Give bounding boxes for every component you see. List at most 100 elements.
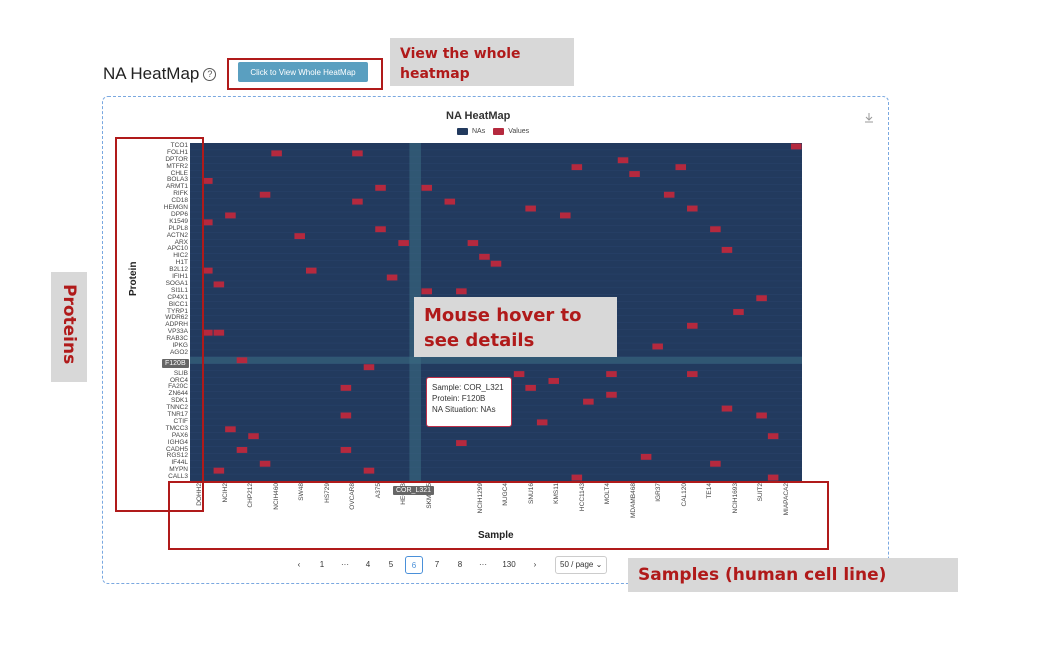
page-8[interactable]: 8 xyxy=(457,560,463,569)
heatmap-value-cell[interactable] xyxy=(571,474,583,481)
heatmap-value-cell[interactable] xyxy=(571,164,583,171)
heatmap-value-cell[interactable] xyxy=(352,198,363,205)
question-circle-icon[interactable]: ? xyxy=(203,68,217,81)
heatmap-value-cell[interactable] xyxy=(710,460,721,467)
heatmap-value-cell[interactable] xyxy=(375,226,386,233)
protein-tick-label: TYRP1 xyxy=(167,307,188,315)
hover-row-highlight xyxy=(190,356,802,364)
heatmap-value-cell[interactable] xyxy=(271,150,282,157)
protein-tick-label: FA20C xyxy=(168,383,188,391)
heatmap-value-cell[interactable] xyxy=(663,191,675,198)
download-icon[interactable] xyxy=(864,112,874,124)
chart-legend[interactable]: NAs Values xyxy=(457,128,529,135)
heatmap-value-cell[interactable] xyxy=(456,440,467,447)
page-130[interactable]: 130 xyxy=(502,560,516,569)
heatmap-value-cell[interactable] xyxy=(363,364,375,371)
heatmap-value-cell[interactable] xyxy=(202,177,213,184)
heatmap-value-cell[interactable] xyxy=(513,371,525,378)
heatmap-value-cell[interactable] xyxy=(340,412,352,419)
heatmap-value-cell[interactable] xyxy=(225,426,236,433)
protein-tick-label: CP4X1 xyxy=(167,293,188,301)
view-whole-heatmap-button[interactable]: Click to View Whole HeatMap xyxy=(238,62,368,82)
heatmap-value-cell[interactable] xyxy=(710,226,721,233)
heatmap-value-cell[interactable] xyxy=(202,267,213,274)
heatmap-value-cell[interactable] xyxy=(352,150,363,157)
heatmap-value-cell[interactable] xyxy=(606,391,617,398)
heatmap-value-cell[interactable] xyxy=(629,171,640,177)
heatmap-value-cell[interactable] xyxy=(340,447,352,453)
heatmap-value-cell[interactable] xyxy=(687,371,698,378)
heatmap-value-cell[interactable] xyxy=(305,267,317,274)
heatmap-value-cell[interactable] xyxy=(398,240,409,246)
next-page-button[interactable]: › xyxy=(533,560,537,569)
page-1[interactable]: 1 xyxy=(319,560,325,569)
heatmap-value-cell[interactable] xyxy=(202,329,213,336)
page-title: NA HeatMap? xyxy=(103,64,217,84)
heatmap-value-cell[interactable] xyxy=(375,184,386,191)
tooltip-sample: Sample: COR_L321 xyxy=(432,383,504,392)
page-ellipsis-right[interactable]: ··· xyxy=(479,560,487,569)
heatmap-value-cell[interactable] xyxy=(259,460,271,467)
heatmap-value-cell[interactable] xyxy=(790,143,802,150)
page-4[interactable]: 4 xyxy=(365,560,371,569)
heatmap-value-cell[interactable] xyxy=(294,233,305,240)
heatmap-value-cell[interactable] xyxy=(548,378,560,384)
heatmap-value-cell[interactable] xyxy=(202,219,213,226)
protein-tick-label: CALL3 xyxy=(168,473,188,481)
heatmap-value-cell[interactable] xyxy=(490,260,502,267)
heatmap-value-cell[interactable] xyxy=(456,288,467,295)
heatmap-value-cell[interactable] xyxy=(259,191,271,198)
protein-tick-label: ORC4 xyxy=(169,376,188,384)
heatmap-value-cell[interactable] xyxy=(213,281,225,288)
heatmap-value-cell[interactable] xyxy=(525,205,536,212)
heatmap-value-cell[interactable] xyxy=(583,398,594,405)
page-ellipsis-left[interactable]: ··· xyxy=(341,560,349,569)
protein-tick-label: PLPL8 xyxy=(168,224,188,232)
heatmap-value-cell[interactable] xyxy=(444,198,456,205)
protein-tick-label: ARMT1 xyxy=(165,183,188,191)
heatmap-value-cell[interactable] xyxy=(525,384,536,391)
protein-tick-label: ACTN2 xyxy=(166,231,188,239)
heatmap-value-cell[interactable] xyxy=(467,240,479,246)
heatmap-value-cell[interactable] xyxy=(675,164,687,171)
protein-tick-label: CD18 xyxy=(171,197,188,205)
prev-page-button[interactable]: ‹ xyxy=(297,560,301,569)
page-7[interactable]: 7 xyxy=(434,560,440,569)
heatmap-value-cell[interactable] xyxy=(479,253,490,260)
heatmap-value-cell[interactable] xyxy=(640,453,652,460)
page-6-current[interactable]: 6 xyxy=(405,556,423,574)
heatmap-value-cell[interactable] xyxy=(560,212,571,219)
heatmap-value-cell[interactable] xyxy=(340,384,352,391)
heatmap-value-cell[interactable] xyxy=(687,205,698,212)
heatmap-value-cell[interactable] xyxy=(421,184,432,191)
protein-tick-label: ZN644 xyxy=(168,390,188,398)
page-5[interactable]: 5 xyxy=(388,560,394,569)
heatmap-value-cell[interactable] xyxy=(733,309,744,315)
page-size-select[interactable]: 50 / page ⌄ xyxy=(555,556,608,574)
protein-tick-label: DPTOR xyxy=(165,155,188,163)
heatmap-value-cell[interactable] xyxy=(236,447,248,453)
heatmap-value-cell[interactable] xyxy=(363,467,375,474)
protein-tick-label: HEMGN xyxy=(163,204,188,212)
heatmap-value-cell[interactable] xyxy=(536,419,548,426)
heatmap-value-cell[interactable] xyxy=(386,274,398,281)
heatmap-value-cell[interactable] xyxy=(721,246,733,253)
heatmap-value-cell[interactable] xyxy=(756,412,767,419)
heatmap-value-cell[interactable] xyxy=(687,322,698,329)
heatmap-value-cell[interactable] xyxy=(421,288,432,295)
heatmap-value-cell[interactable] xyxy=(767,433,779,440)
heatmap-value-cell[interactable] xyxy=(236,357,248,364)
protein-tick-label: IPKG xyxy=(172,342,188,350)
heatmap-value-cell[interactable] xyxy=(213,329,225,336)
heatmap-value-cell[interactable] xyxy=(248,433,259,440)
heatmap-value-cell[interactable] xyxy=(721,405,733,412)
protein-tick-label: TNR17 xyxy=(167,411,188,419)
heatmap-value-cell[interactable] xyxy=(617,157,629,164)
heatmap-value-cell[interactable] xyxy=(213,467,225,474)
heatmap-value-cell[interactable] xyxy=(767,474,779,481)
protein-tick-label: TMCC3 xyxy=(165,424,188,432)
heatmap-value-cell[interactable] xyxy=(225,212,236,219)
heatmap-value-cell[interactable] xyxy=(756,295,767,302)
heatmap-value-cell[interactable] xyxy=(652,343,663,350)
heatmap-value-cell[interactable] xyxy=(606,371,617,378)
